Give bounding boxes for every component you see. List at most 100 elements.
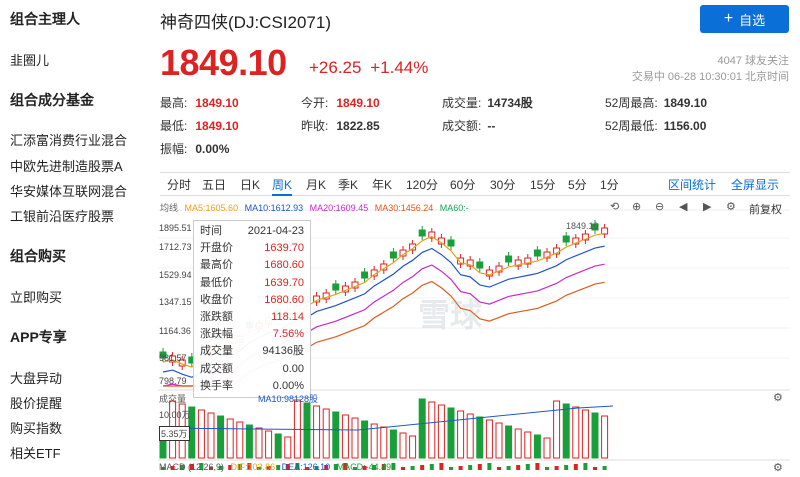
macd-bar (554, 466, 559, 470)
macd-label: MACD (12,26,9) (159, 462, 225, 472)
volume-bar (466, 413, 474, 459)
candle-body (514, 259, 522, 267)
add-watchlist-button[interactable]: + 自选 (700, 5, 789, 33)
macd-bar (362, 466, 367, 470)
macd-settings-icon[interactable]: ⚙ (773, 462, 783, 474)
ma60-value: MA60:- (439, 203, 469, 213)
volume-bar (524, 431, 532, 459)
range-stats-link[interactable]: 区间统计 (668, 178, 717, 192)
macd-bar (237, 464, 242, 470)
stat-52w-low: 52周最低: 1156.00 (605, 119, 707, 133)
price-change: +26.25 +1.44% (309, 58, 428, 78)
stat-amount: 成交额: -- (442, 119, 496, 133)
sidebar-item-fund-1[interactable]: 汇添富消费行业混合 (10, 133, 128, 148)
volume-settings-icon[interactable]: ⚙ (773, 392, 783, 404)
macd-bar (487, 463, 492, 470)
macd-bar (593, 467, 597, 470)
reset-icon[interactable]: ⟲ (610, 201, 620, 213)
stat-amplitude: 振幅: 0.00% (160, 142, 230, 156)
tab-weekly-k[interactable]: 周K (272, 176, 293, 196)
period-tab-bar: 分时 五日 日K 周K 月K 季K 年K 120分 60分 30分 15分 5分… (160, 172, 790, 196)
sidebar-section-manager: 组合主理人 (10, 11, 80, 27)
sidebar-item-fund-2[interactable]: 中欧先进制造股票A (10, 159, 123, 174)
kline-tooltip: 时间 2021-04-23 开盘价 1639.70 最高价 1680.60 最低价 16… (193, 220, 311, 398)
volume-bar (303, 402, 311, 459)
zoom-out-icon[interactable]: ⊖ (655, 201, 665, 213)
watermark: 雪球 (418, 297, 483, 333)
scroll-right-icon[interactable]: ▶ (703, 201, 712, 213)
volume-bar (543, 437, 551, 459)
sidebar-item-buy-index[interactable]: 购买指数 (10, 421, 63, 436)
followers-count[interactable]: 4047 球友关注 (717, 55, 789, 67)
plus-icon: + (723, 10, 734, 27)
sidebar-item-price-reminder[interactable]: 股价提醒 (10, 396, 63, 411)
tab-five-day[interactable]: 五日 (202, 178, 227, 192)
adjust-mode-select[interactable]: 前复权 (749, 204, 782, 216)
tab-30min[interactable]: 30分 (490, 178, 516, 192)
volume-bar (399, 432, 407, 459)
macd-bar (257, 467, 261, 470)
candle-body (428, 231, 436, 239)
volume-bar (322, 408, 330, 459)
macd-bar (305, 467, 309, 470)
volume-ma10: MA10:98128股 (258, 394, 319, 404)
candle-body (447, 239, 455, 247)
macd-bar (189, 464, 194, 470)
tab-60min[interactable]: 60分 (450, 178, 476, 192)
macd-bar (324, 465, 329, 470)
index-title: 神奇四侠(DJ:CSI2071) (160, 13, 331, 32)
candle-body (389, 251, 397, 259)
y-tick-3: 1529.94 (159, 270, 192, 280)
volume-bar (591, 412, 599, 459)
tab-5min[interactable]: 5分 (568, 178, 587, 192)
volume-bar (457, 410, 465, 459)
sidebar-item-market-alert[interactable]: 大盘异动 (10, 371, 63, 386)
volume-bar (476, 416, 484, 459)
candle-body (159, 351, 167, 359)
sidebar-item-related-etf[interactable]: 相关ETF (10, 446, 61, 461)
macd-bar (429, 464, 434, 470)
candle-body (524, 257, 532, 265)
zoom-in-icon[interactable]: ⊕ (632, 201, 642, 213)
candle-body (572, 237, 580, 245)
y-tick-2: 1712.73 (159, 242, 192, 252)
scroll-left-icon[interactable]: ◀ (679, 201, 688, 213)
sidebar-item-jiuquan[interactable]: 韭圈儿 (10, 53, 50, 68)
macd-dea: DEA:126.10 (281, 462, 331, 472)
macd-bar (439, 463, 444, 470)
stat-high: 最高: 1849.10 (160, 96, 239, 110)
volume-y-mid: 5.35万 (159, 426, 190, 441)
macd-bar (343, 463, 348, 470)
volume-bar (159, 437, 167, 459)
volume-bar (533, 434, 541, 459)
macd-bar (458, 466, 463, 470)
macd-bar (583, 463, 588, 470)
macd-bar (564, 465, 569, 470)
tab-15min[interactable]: 15分 (530, 178, 556, 192)
tab-quarterly-k[interactable]: 季K (338, 178, 359, 192)
volume-bar (274, 433, 282, 459)
tab-yearly-k[interactable]: 年K (372, 178, 393, 192)
tab-monthly-k[interactable]: 月K (306, 178, 327, 192)
settings-icon[interactable]: ⚙ (726, 201, 736, 213)
sidebar-item-fund-3[interactable]: 华安媒体互联网混合 (10, 184, 128, 199)
volume-bar (226, 418, 234, 459)
macd-bar (535, 463, 540, 470)
macd-bar (410, 466, 415, 470)
sidebar-item-fund-4[interactable]: 工银前沿医疗股票 (10, 209, 115, 224)
candle-body (169, 355, 177, 363)
tab-1min[interactable]: 1分 (600, 178, 619, 192)
macd-bar (449, 467, 453, 470)
tooltip-row-time: 时间 2021-04-23 (200, 225, 304, 237)
volume-bar (485, 419, 493, 459)
sidebar-item-buy-now[interactable]: 立即购买 (10, 290, 63, 305)
volume-bar (601, 415, 609, 459)
candle-body (591, 223, 599, 231)
tab-120min[interactable]: 120分 (406, 178, 439, 192)
add-watchlist-label: 自选 (739, 12, 766, 28)
fullscreen-link[interactable]: 全屏显示 (731, 178, 780, 192)
volume-bar (409, 435, 417, 459)
tab-daily-k[interactable]: 日K (240, 178, 261, 192)
candle-body (466, 259, 474, 267)
tab-intraday[interactable]: 分时 (167, 178, 192, 192)
